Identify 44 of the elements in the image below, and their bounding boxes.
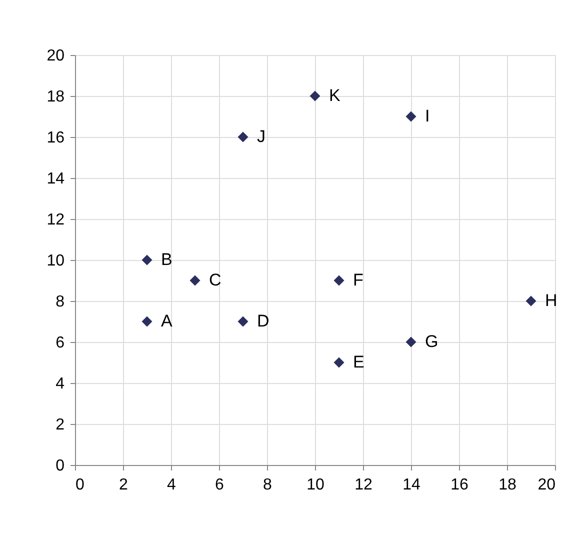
point	[238, 132, 248, 142]
x-tick-label: 6	[215, 476, 224, 494]
annotation: C	[209, 270, 222, 290]
annotation: G	[425, 332, 438, 351]
y-tick-label: 20	[46, 48, 65, 64]
point	[142, 316, 152, 327]
point	[310, 90, 320, 102]
y-tick-label: 14	[46, 170, 65, 188]
x-tick-label: 0	[76, 476, 84, 494]
x-tick-label: 16	[450, 476, 468, 494]
point	[526, 296, 536, 306]
point	[238, 316, 248, 327]
point	[406, 111, 416, 122]
y-tick-label: 8	[56, 294, 65, 310]
point	[406, 336, 416, 348]
annotation: B	[161, 250, 172, 269]
x-tick-label: 12	[354, 476, 372, 494]
annotation: D	[257, 312, 270, 330]
y-tick-label: 6	[56, 334, 65, 352]
x-tick-label: 20	[538, 476, 556, 494]
annotation: A	[161, 312, 173, 330]
y-tick-label: 10	[46, 252, 65, 270]
y-tick-label: 18	[46, 88, 65, 106]
point	[334, 275, 344, 286]
y-tick-label: 0	[56, 458, 65, 474]
y-tick-label: 16	[46, 130, 65, 146]
y-tick-label: 12	[46, 212, 65, 228]
y-tick-label: 4	[56, 376, 65, 392]
annotation: I	[425, 106, 430, 126]
x-tick-label: 4	[167, 476, 176, 494]
annotation: E	[353, 352, 364, 372]
y-tick-label: 2	[56, 416, 65, 434]
annotation: K	[329, 86, 341, 105]
annotation: J	[257, 127, 266, 146]
point	[142, 254, 152, 266]
point	[334, 357, 344, 368]
point	[190, 275, 200, 286]
annotation: H	[545, 291, 558, 310]
x-tick-label: 14	[402, 476, 420, 494]
x-tick-label: 8	[263, 476, 272, 494]
annotation: F	[353, 270, 364, 290]
x-tick-label: 18	[498, 476, 516, 494]
x-tick-label: 2	[119, 476, 128, 494]
x-tick-label: 10	[306, 476, 324, 494]
